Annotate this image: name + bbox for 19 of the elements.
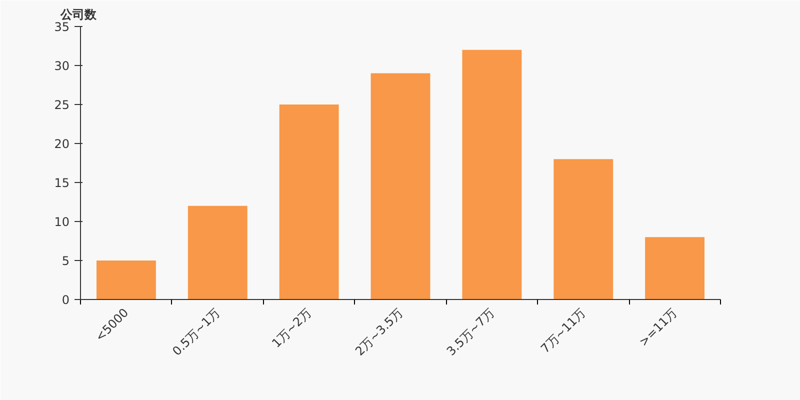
y-axis-title: 公司数 (60, 8, 98, 22)
bar (370, 73, 430, 300)
bar (554, 159, 614, 300)
y-tick-label: 25 (54, 98, 70, 112)
bar (279, 104, 339, 300)
x-tick-label: 1万~2万 (269, 306, 314, 350)
y-tick-label: 20 (54, 137, 70, 151)
bar (462, 50, 522, 300)
y-tick-label: 30 (54, 59, 70, 73)
y-tick-label: 10 (54, 215, 70, 229)
x-tick-label: 0.5万~1万 (170, 306, 223, 358)
y-tick-label: 0 (62, 293, 70, 307)
y-tick-label: 35 (54, 20, 70, 34)
y-tick-label: 15 (54, 176, 70, 190)
y-tick-label: 5 (62, 254, 70, 268)
bar (645, 237, 704, 300)
x-tick-label: 3.5万~7万 (444, 306, 497, 358)
bar (96, 260, 156, 300)
bar (188, 206, 248, 300)
